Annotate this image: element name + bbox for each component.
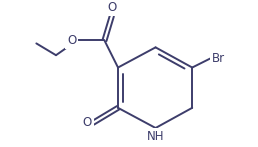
Text: Br: Br: [212, 52, 225, 65]
Text: NH: NH: [147, 130, 164, 143]
Text: O: O: [67, 34, 76, 47]
Text: O: O: [107, 1, 116, 14]
Text: O: O: [83, 116, 92, 129]
